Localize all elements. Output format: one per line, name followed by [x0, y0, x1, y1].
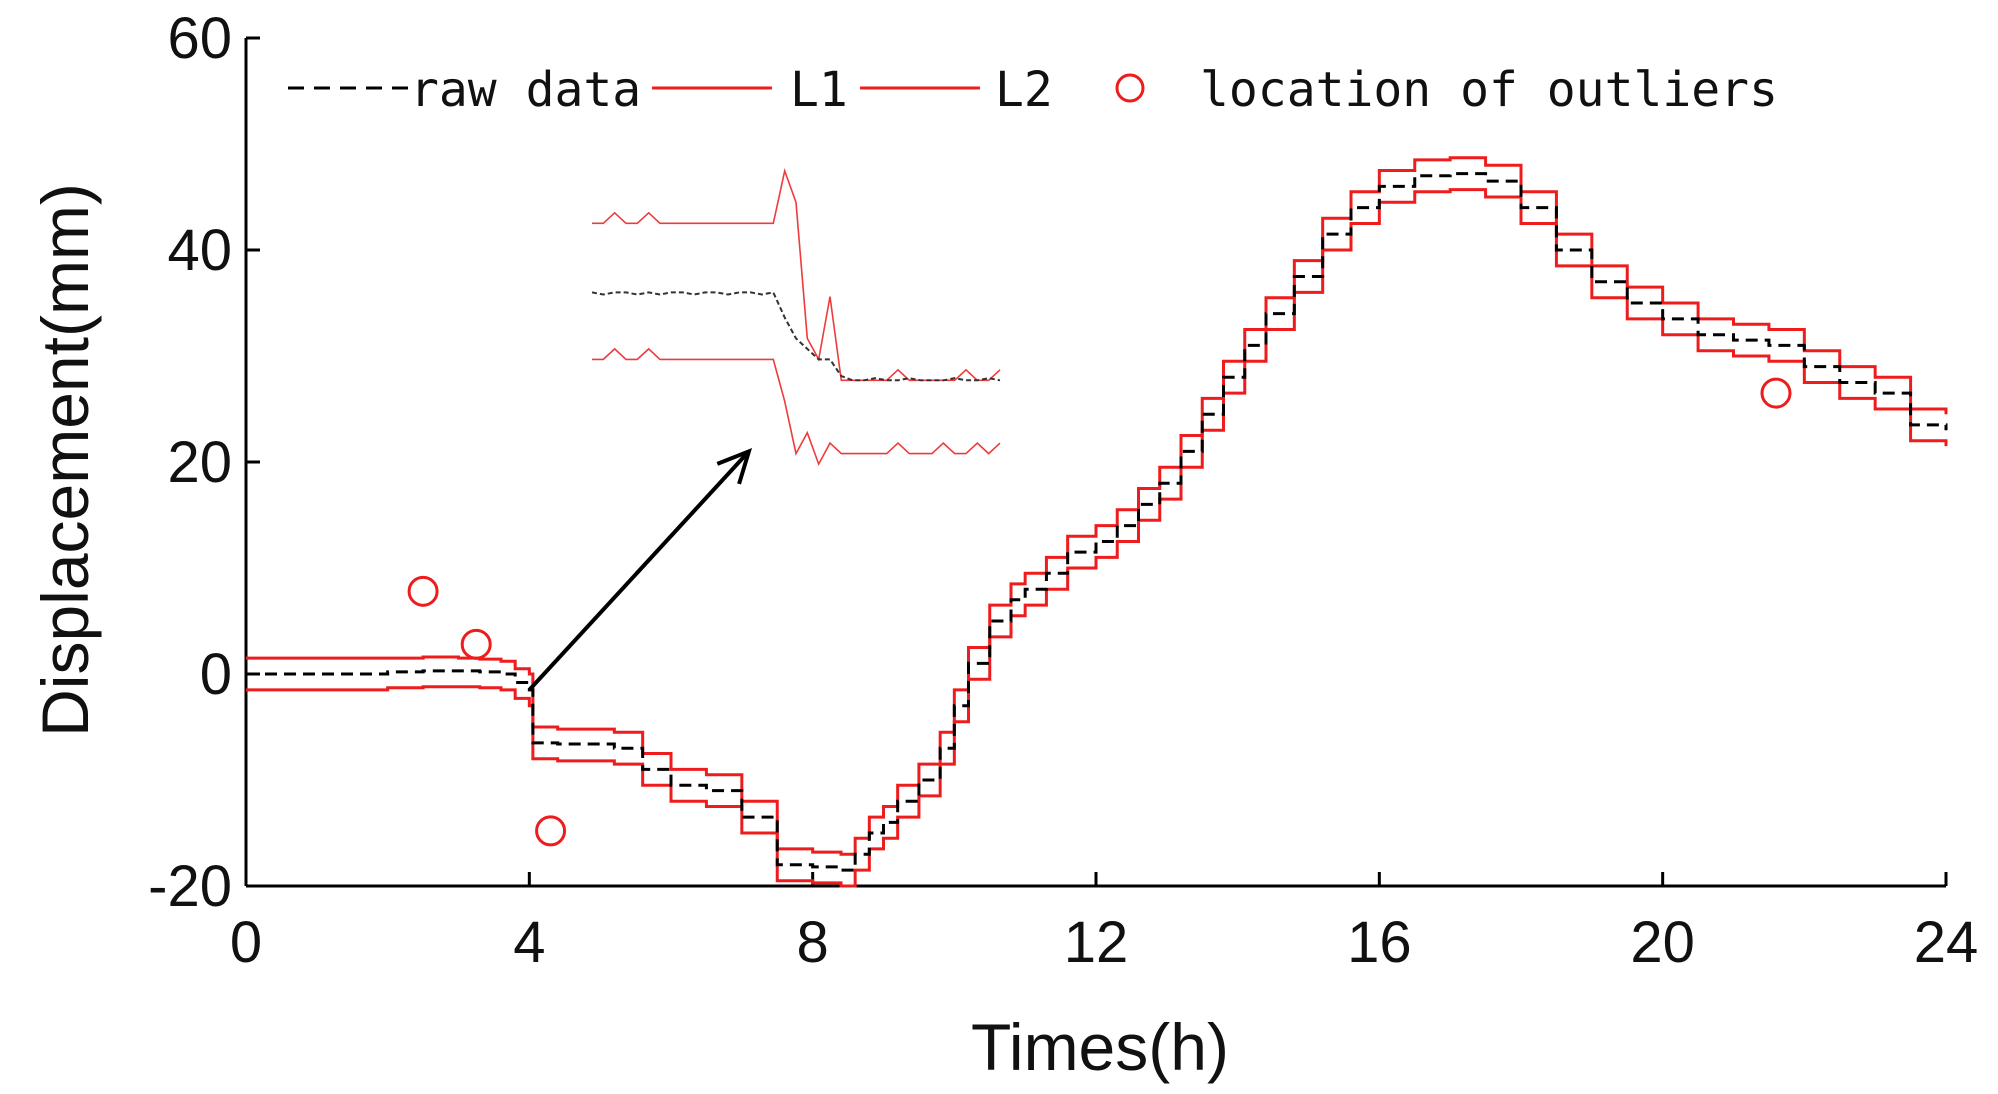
x-tick-label: 8	[797, 910, 829, 975]
series-line-l2	[246, 188, 1948, 888]
outlier-marker	[1760, 377, 1792, 409]
inset-line-l1	[592, 168, 1001, 382]
inset-line-l2	[592, 347, 1001, 467]
series-line-l1	[246, 156, 1948, 856]
x-tick-label: 12	[1064, 910, 1129, 975]
annotations	[527, 448, 753, 692]
axes	[244, 36, 1948, 888]
arrow-annotation	[527, 450, 751, 692]
y-tick-label: 20	[167, 430, 232, 495]
legend-label-raw-data: raw data	[410, 62, 641, 118]
legend-label-l1: L1	[790, 62, 848, 118]
y-tick-label: 0	[200, 642, 232, 707]
x-tick-label: 20	[1630, 910, 1695, 975]
x-axis-title: Times(h)	[971, 1010, 1229, 1084]
inset-line-raw-data	[591, 291, 1001, 382]
x-tick-label: 0	[230, 910, 262, 975]
inset-zoom-view	[591, 168, 1001, 467]
legend-label-l2: L2	[995, 62, 1053, 118]
y-axis-title: Displacement(mm)	[28, 183, 102, 737]
legend-marker-outliers	[1115, 73, 1145, 103]
y-tick-label: 40	[167, 218, 232, 283]
outlier-markers	[407, 377, 1792, 847]
legend: raw data L1 L2 location of outliers	[288, 62, 1778, 118]
x-tick-label: 24	[1914, 910, 1979, 975]
x-tick-label: 16	[1347, 910, 1412, 975]
arrow-head	[716, 448, 753, 485]
plot-series	[246, 156, 1948, 888]
y-tick-label: 60	[167, 6, 232, 71]
outlier-marker	[407, 575, 439, 607]
outlier-marker	[460, 628, 492, 660]
y-tick-label: -20	[148, 854, 232, 919]
legend-label-location-of-outliers: location of outliers	[1200, 62, 1778, 118]
outlier-marker	[535, 815, 567, 847]
series-line-raw-data	[246, 172, 1948, 872]
x-tick-label: 4	[513, 910, 545, 975]
